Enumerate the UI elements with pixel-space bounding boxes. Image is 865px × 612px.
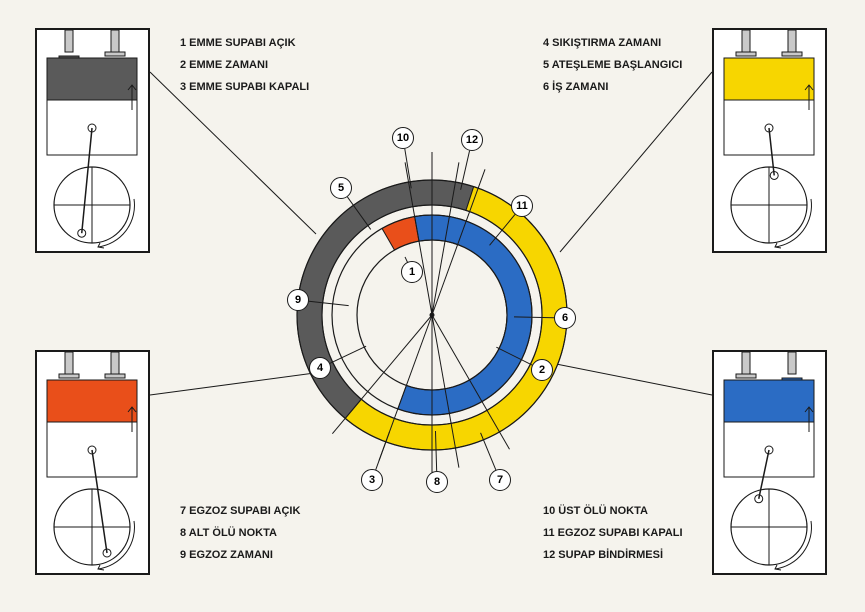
callout-4: 4 <box>309 357 331 379</box>
piston-br <box>712 350 827 575</box>
callout-6: 6 <box>554 307 576 329</box>
callout-9: 9 <box>287 289 309 311</box>
piston-bl <box>35 350 150 575</box>
piston-tl <box>35 28 150 253</box>
piston-tr <box>712 28 827 253</box>
callout-5: 5 <box>330 177 352 199</box>
callout-3: 3 <box>361 469 383 491</box>
callout-10: 10 <box>392 127 414 149</box>
callout-11: 11 <box>511 195 533 217</box>
callout-1: 1 <box>401 261 423 283</box>
callout-2: 2 <box>531 359 553 381</box>
inner-arc-intake <box>398 215 532 415</box>
callout-12: 12 <box>461 129 483 151</box>
callout-7: 7 <box>489 469 511 491</box>
callout-8: 8 <box>426 471 448 493</box>
